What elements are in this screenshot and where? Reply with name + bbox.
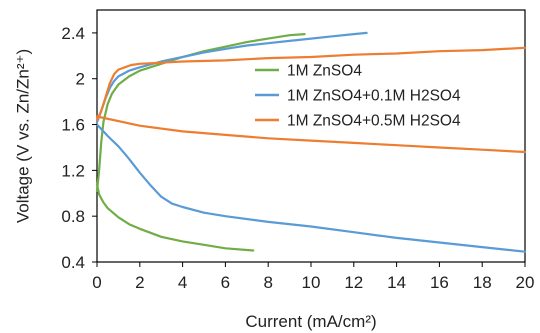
series-line-2-branch-2 (95, 123, 527, 253)
x-tick-label: 14 (387, 273, 406, 292)
plot-area (96, 9, 526, 263)
x-tick-label: 4 (178, 273, 187, 292)
y-tick-label: 0.8 (61, 207, 85, 226)
legend-label-1: 1M ZnSO4 (287, 63, 362, 80)
y-axis-label: Voltage (V vs. Zn/Zn²⁺) (13, 49, 32, 223)
x-tick-label: 0 (92, 273, 101, 292)
x-tick-label: 2 (135, 273, 144, 292)
x-tick-label: 20 (516, 273, 535, 292)
series-line-3-branch-1 (95, 46, 527, 122)
x-tick-label: 18 (473, 273, 492, 292)
series-line-3-branch-2 (95, 115, 527, 154)
series-line-1-branch-2 (95, 183, 255, 252)
y-tick-label: 1.6 (61, 116, 85, 135)
x-tick-label: 6 (221, 273, 230, 292)
tick-labels: 0 2 4 6 8 10 12 14 16 18 20 0.4 0.8 1.2 1.6 2 2.4 (61, 24, 534, 292)
x-tick-label: 10 (302, 273, 321, 292)
y-tick-label: 2 (76, 70, 85, 89)
legend: 1M ZnSO4 1M ZnSO4+0.1M H2SO4 1M ZnSO4+0.5M… (255, 63, 461, 130)
y-tick-label: 0.4 (61, 253, 85, 272)
x-axis-label: Current (mA/cm²) (245, 312, 376, 331)
series-layer (95, 31, 527, 253)
x-tick-label: 8 (263, 273, 272, 292)
series-line-1-branch-1 (95, 32, 306, 193)
series-line-2-branch-1 (95, 31, 368, 124)
plot-border (96, 9, 526, 263)
x-tick-label: 16 (430, 273, 449, 292)
x-tick-label: 12 (344, 273, 363, 292)
legend-label-3: 1M ZnSO4+0.5M H2SO4 (287, 113, 461, 130)
legend-label-2: 1M ZnSO4+0.1M H2SO4 (287, 88, 461, 105)
y-tick-label: 1.2 (61, 161, 85, 180)
y-tick-label: 2.4 (61, 24, 85, 43)
